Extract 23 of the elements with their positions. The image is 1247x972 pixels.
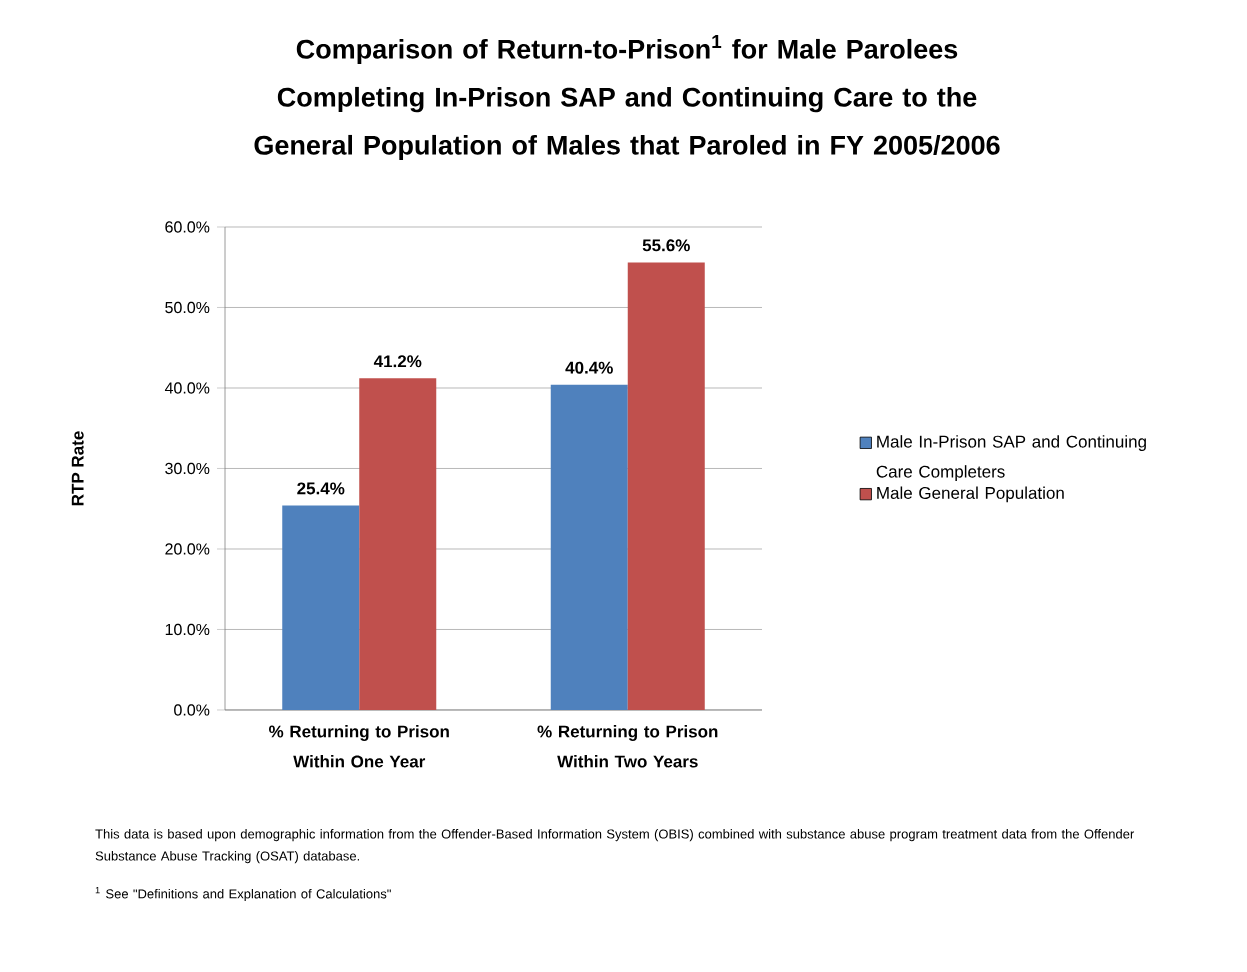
- bar: [359, 378, 437, 710]
- text: This data is based upon demographic information from the Offender-Based Information System (OBIS) combined with substance abuse program treatment data from the Offender Substance Abuse Tracking (OSAT) database.: [95, 829, 1135, 864]
- text: $^{1}$ See "Definitions and Explanation of Calculations": [95, 887, 391, 902]
- data-label: 41.2%: [373, 355, 422, 368]
- y-tick-label: 30.0%: [165, 462, 210, 475]
- data-label: 40.4%: [565, 361, 613, 374]
- y-tick-label: 10.0%: [165, 623, 210, 636]
- y-tick-label: 50.0%: [165, 301, 210, 314]
- legend-label: Male General Population: [877, 486, 1064, 503]
- y-tick-label: 40.0%: [164, 382, 210, 394]
- bar: [282, 505, 360, 710]
- x-tick-label: % Returning to Prison Within One Year: [269, 725, 449, 768]
- bar: [550, 384, 628, 710]
- chart-title: Comparison of Return-to-Prison$^{1}$ for Male Parolees Completing In-Prison SAP and Continuing Care to the General Population of Males that Paroled in FY 2005/2006: [254, 35, 1000, 161]
- y-axis-title: RTP Rate: [71, 431, 84, 506]
- data-label: 25.4%: [297, 482, 345, 495]
- legend-label: Male In-Prison SAP and Continuing Care Completers: [876, 435, 1146, 481]
- y-tick-label: 0.0%: [174, 704, 210, 716]
- x-tick-label: % Returning to Prison Within Two Years: [537, 725, 718, 768]
- data-label: 55.6%: [642, 239, 690, 252]
- y-tick-label: 20.0%: [165, 543, 210, 555]
- bar: [627, 262, 705, 710]
- y-tick-label: 60.0%: [165, 221, 210, 233]
